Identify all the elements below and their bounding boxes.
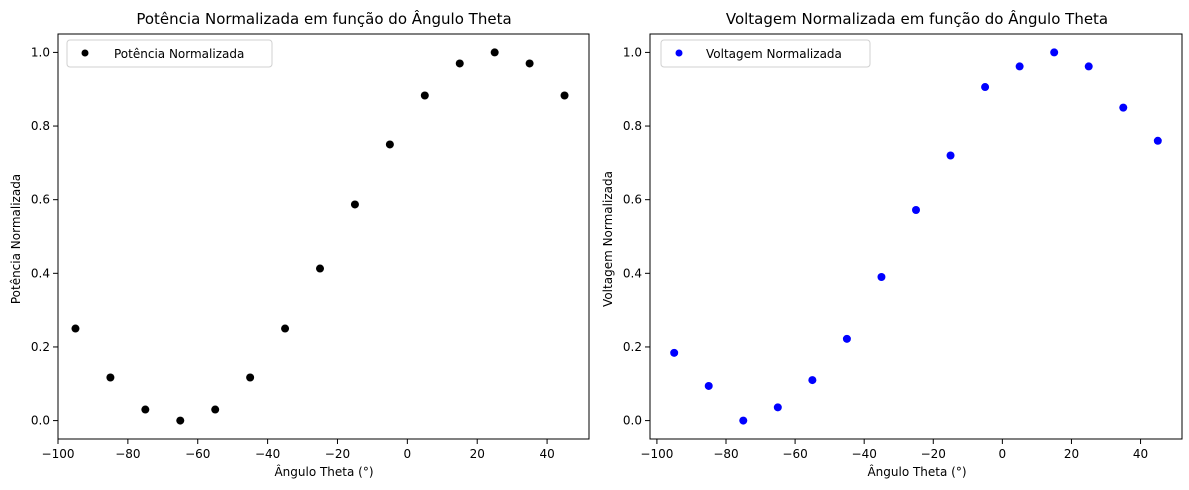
y-tick-label: 0.6 [623,193,642,207]
legend-label: Voltagem Normalizada [706,47,842,61]
data-point [842,334,851,343]
data-point [350,200,359,209]
x-tick-label: −100 [42,447,75,461]
y-tick-label: 0.8 [31,119,50,133]
axis-ticks: −100 −80 −60 −40 −20 0 20 40 0.0 0.2 0.4 0.6 0.8 1.0 [623,45,1148,461]
data-point [246,373,255,382]
scatter-points [71,48,569,425]
data-point [1015,62,1024,71]
y-tick-label: 0.4 [623,266,642,280]
data-point [877,273,886,281]
x-tick-label: −60 [782,447,807,461]
legend-marker [81,49,89,57]
y-tick-label: 0.0 [31,414,50,428]
plot-frame [649,33,1183,440]
x-tick-label: −20 [325,447,350,461]
y-tick-label: 0.0 [623,414,642,428]
x-tick-label: 40 [1133,447,1148,461]
legend-box [66,39,273,68]
data-point [1153,136,1162,145]
scatter-points [670,48,1162,425]
data-point [141,405,150,414]
x-tick-label: 20 [1064,447,1079,461]
data-point [670,348,679,357]
y-tick-label: 1.0 [31,45,50,59]
chart-title: Potência Normalizada em função do Ângulo… [136,9,511,28]
y-tick-label: 0.6 [31,193,50,207]
data-point [912,205,920,214]
x-tick-label: −20 [921,447,946,461]
x-tick-label: −100 [640,447,673,461]
legend-marker [675,49,683,57]
data-point [525,59,534,68]
x-tick-label: −80 [115,447,140,461]
x-tick-label: 0 [404,447,412,461]
data-point [560,91,569,100]
data-point [211,405,220,414]
y-tick-label: 0.2 [623,340,642,354]
y-tick-label: 1.0 [623,45,642,59]
x-tick-label: 20 [470,447,485,461]
x-tick-label: 0 [999,447,1007,461]
data-point [808,376,817,385]
data-point [316,264,325,273]
data-point [455,59,464,68]
y-tick-label: 0.4 [31,266,50,280]
legend-label: Potência Normalizada [114,47,244,61]
data-point [981,83,990,92]
legend: Potência Normalizada [66,39,273,68]
data-point [1084,62,1093,71]
x-tick-label: −40 [255,447,280,461]
y-tick-label: 0.8 [623,119,642,133]
chart-title: Voltagem Normalizada em função do Ângulo… [726,9,1108,28]
data-point [1119,103,1128,112]
x-axis-label: Ângulo Theta (°) [274,464,373,479]
data-point [739,416,748,425]
legend-box [660,39,871,68]
plot-frame [57,33,590,440]
data-point [490,48,499,57]
x-tick-label: −80 [713,447,738,461]
x-axis-label: Ângulo Theta (°) [867,464,966,479]
data-point [773,403,782,412]
data-point [281,324,290,333]
data-point [176,416,185,425]
axis-ticks: −100 −80 −60 −40 −20 0 20 40 0.0 0.2 0.4 0.6 0.8 1.0 [31,45,555,461]
x-tick-label: −40 [852,447,877,461]
data-point [946,151,955,160]
data-point [71,324,80,333]
data-point [704,381,713,390]
y-axis-label: Voltagem Normalizada [601,171,615,307]
x-tick-label: −60 [185,447,210,461]
x-tick-label: 40 [539,447,554,461]
chart-voltagem: Voltagem Normalizada em função do Ângulo… [601,9,1183,479]
data-point [385,140,394,149]
data-point [1050,48,1059,57]
chart-potencia: Potência Normalizada em função do Ângulo… [9,9,590,479]
data-point [106,373,115,382]
data-point [420,91,429,100]
y-tick-label: 0.2 [31,340,50,354]
legend: Voltagem Normalizada [660,39,871,68]
y-axis-label: Potência Normalizada [9,174,23,304]
